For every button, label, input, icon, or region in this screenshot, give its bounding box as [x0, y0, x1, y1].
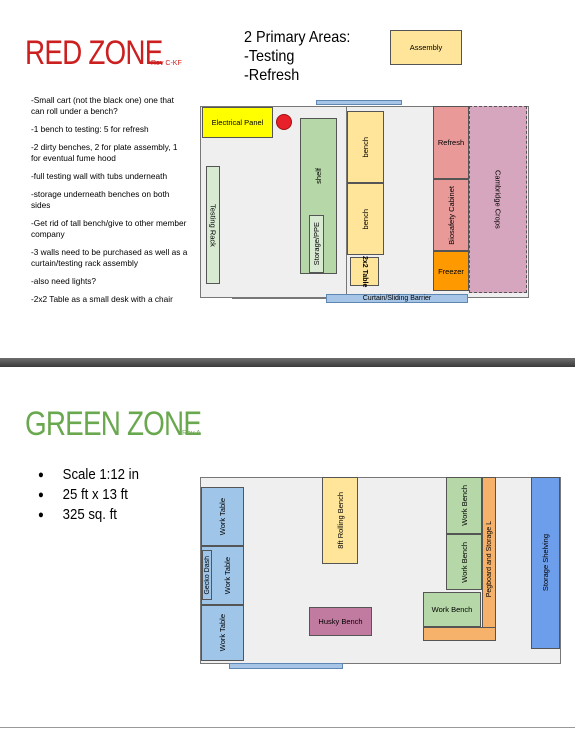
work-bench-1-label: Work Bench: [459, 485, 469, 526]
pegboard-label: Pegboard and Storage L: [485, 520, 493, 598]
refresh-area: Refresh: [433, 106, 469, 179]
note-item: -1 bench to testing: 5 for refresh: [31, 124, 149, 134]
partition-wall: [346, 106, 347, 296]
testing-rack-label: Testing Rack: [208, 203, 218, 247]
green-zone-revision: Rev A: [182, 430, 201, 437]
storage-ppe: Storage/PPE: [309, 215, 324, 273]
electrical-marker: [276, 114, 292, 130]
green-zone-title: GREEN ZONE: [25, 405, 202, 443]
refresh-label: Refresh: [437, 138, 465, 147]
red-zone-title: RED ZONE: [25, 34, 163, 72]
red-zone-notes: -Small cart (not the black one) one that…: [31, 95, 189, 312]
gecko-dash-label: Gecko Dash: [203, 555, 211, 595]
green-zone-floor: [200, 477, 561, 664]
bench-2-label: bench: [361, 208, 370, 230]
note-item: -Small cart (not the black one) one that…: [31, 95, 174, 116]
freezer-label: Freezer: [438, 266, 464, 276]
table-2x2-label: 2x2 Table: [361, 255, 368, 288]
shelf-label: shelf: [314, 168, 323, 184]
curtain-sliding-barrier: Curtain/Sliding Barrier: [326, 294, 468, 303]
note-item: -also need lights?: [31, 276, 97, 286]
bottom-rule: [0, 727, 575, 728]
cambridge-crops-label: Cambridge Crops: [493, 170, 503, 229]
bench-2: bench: [347, 183, 384, 255]
electrical-panel: Electrical Panel: [202, 107, 273, 138]
primary-area-testing: -Testing: [244, 48, 295, 65]
rolling-bench-label: 8ft Rolling Bench: [335, 492, 345, 549]
primary-areas: 2 Primary Areas: -Testing -Refresh: [244, 28, 350, 85]
note-item: -full testing wall with tubs underneath: [31, 171, 168, 181]
primary-area-refresh: -Refresh: [244, 67, 300, 84]
bench-1-label: bench: [361, 136, 370, 158]
gecko-dash: Gecko Dash: [202, 550, 212, 600]
storage-shelving-label: Storage Shelving: [541, 534, 550, 592]
rolling-bench: 8ft Rolling Bench: [322, 477, 358, 564]
work-table-2-label: Work Table: [223, 556, 232, 595]
table-2x2: 2x2 Table: [350, 255, 379, 288]
storage-ppe-label: Storage/PPE: [312, 222, 321, 266]
red-zone-revision: Rev C-KF: [151, 60, 182, 67]
note-item: -3 walls need to be purchased as well as…: [31, 247, 188, 268]
work-table-3-label: Work Table: [218, 614, 227, 652]
bottom-wall-segment: [229, 663, 343, 669]
green-zone-slide: GREEN ZONE Rev A Scale 1:12 in 25 ft x 1…: [0, 367, 575, 729]
husky-bench-label: Husky Bench: [318, 617, 363, 626]
pegboard-storage-l-base: [423, 627, 496, 641]
work-table-1-label: Work Table: [218, 497, 227, 536]
work-bench-2: Work Bench: [446, 534, 482, 590]
curtain-label: Curtain/Sliding Barrier: [362, 295, 432, 302]
work-bench-3: Work Bench: [423, 592, 481, 627]
work-bench-1: Work Bench: [446, 477, 482, 534]
note-item: -2x2 Table as a small desk with a chair: [31, 294, 173, 304]
electrical-panel-label: Electrical Panel: [211, 118, 264, 127]
pegboard-storage-l: Pegboard and Storage L: [482, 477, 496, 641]
note-item: -Get rid of tall bench/give to other mem…: [31, 218, 187, 239]
green-zone-facts: Scale 1:12 in 25 ft x 13 ft 325 sq. ft: [38, 465, 139, 525]
work-table-1: Work Table: [201, 487, 244, 546]
note-item: -2 dirty benches, 2 for plate assembly, …: [31, 142, 178, 163]
red-zone-slide: RED ZONE Rev C-KF 2 Primary Areas: -Test…: [0, 0, 575, 358]
slide-divider: [0, 358, 575, 367]
freezer: Freezer: [433, 251, 469, 291]
work-bench-3-label: Work Bench: [431, 605, 473, 614]
primary-areas-heading: 2 Primary Areas:: [244, 29, 351, 46]
testing-rack: Testing Rack: [206, 166, 220, 284]
husky-bench: Husky Bench: [309, 607, 372, 636]
note-item: -storage underneath benches on both side…: [31, 189, 170, 210]
biosafety-cabinet-label: Biosafety Cabinet: [446, 185, 456, 245]
biosafety-cabinet: Biosafety Cabinet: [433, 179, 469, 251]
work-bench-2-label: Work Bench: [459, 541, 469, 583]
top-wall-segment: [316, 100, 402, 105]
assembly-area: Assembly: [390, 30, 462, 65]
fact-dimensions: 25 ft x 13 ft: [38, 485, 139, 505]
storage-shelving: Storage Shelving: [531, 477, 560, 649]
work-table-3: Work Table: [201, 605, 244, 661]
cambridge-crops-area: Cambridge Crops: [469, 106, 527, 293]
bench-1: bench: [347, 111, 384, 183]
fact-area: 325 sq. ft: [38, 505, 139, 525]
fact-scale: Scale 1:12 in: [38, 465, 139, 485]
assembly-label: Assembly: [409, 43, 443, 52]
